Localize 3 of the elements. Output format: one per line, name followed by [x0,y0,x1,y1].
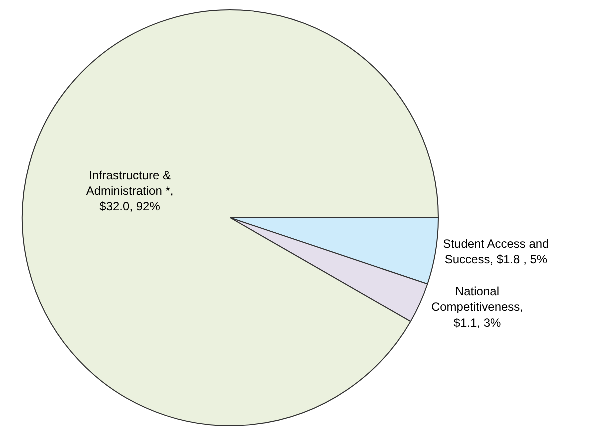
slice-label: Infrastructure & Administration *, $32.0, 92% [86,168,174,214]
slice-label: Student Access and Success, $1.8 , 5% [443,237,550,267]
slice-label: National Competitiveness, $1.1, 3% [431,284,524,330]
